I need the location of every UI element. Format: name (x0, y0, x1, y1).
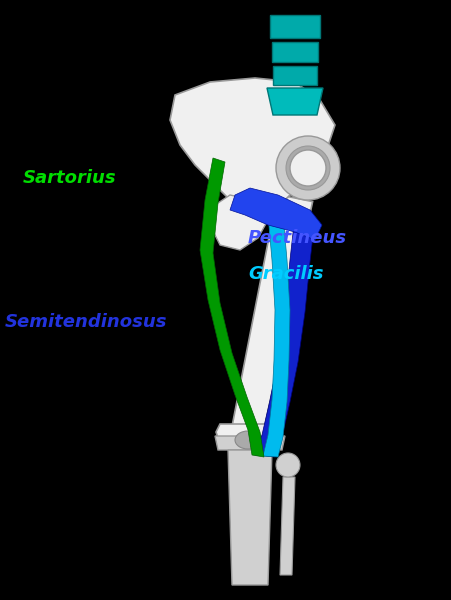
Polygon shape (210, 195, 268, 250)
Polygon shape (280, 477, 295, 575)
Text: Pectineus: Pectineus (248, 229, 347, 247)
Polygon shape (215, 436, 285, 450)
Polygon shape (230, 188, 322, 240)
Circle shape (286, 146, 330, 190)
Polygon shape (273, 66, 317, 85)
Polygon shape (255, 215, 315, 457)
Ellipse shape (235, 431, 261, 449)
Circle shape (276, 453, 300, 477)
Polygon shape (200, 158, 264, 457)
Polygon shape (295, 215, 318, 240)
Polygon shape (267, 88, 323, 115)
Circle shape (290, 150, 326, 186)
Polygon shape (170, 78, 335, 215)
Polygon shape (272, 42, 318, 62)
Text: Gracilis: Gracilis (248, 265, 323, 283)
Text: Semitendinosus: Semitendinosus (5, 313, 167, 331)
Circle shape (276, 136, 340, 200)
Text: Sartorius: Sartorius (23, 169, 116, 187)
Polygon shape (263, 215, 290, 457)
Polygon shape (270, 15, 320, 38)
Polygon shape (228, 450, 272, 585)
Polygon shape (216, 424, 280, 452)
Polygon shape (232, 194, 313, 431)
